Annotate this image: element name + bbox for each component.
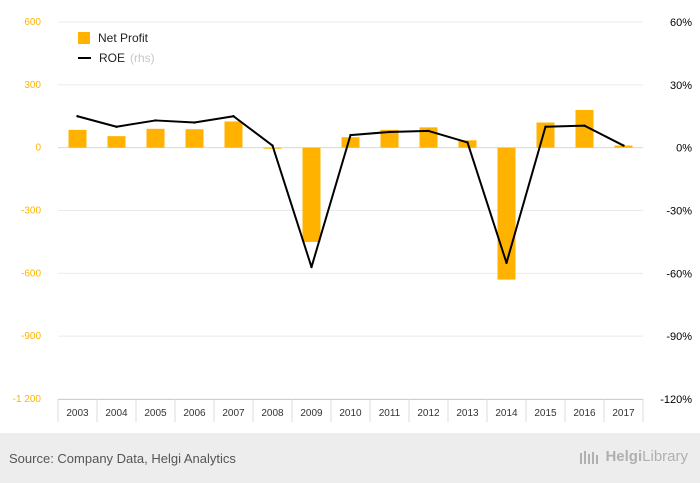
right-tick-label: -30%: [666, 206, 692, 218]
bar-net-profit[interactable]: [68, 129, 87, 148]
roe-point[interactable]: [154, 119, 157, 122]
left-tick-label: 600: [24, 17, 41, 28]
roe-point[interactable]: [193, 121, 196, 124]
right-tick-label: 30%: [670, 80, 692, 92]
right-tick-label: 60%: [670, 17, 692, 29]
roe-point[interactable]: [76, 115, 79, 118]
logo-text-library: Library: [642, 448, 688, 465]
roe-point[interactable]: [271, 144, 274, 147]
bar-net-profit[interactable]: [224, 121, 243, 148]
helgi-library-logo[interactable]: Helgi Library: [579, 448, 688, 465]
footer: Source: Company Data, Helgi Analytics He…: [0, 433, 700, 483]
legend-item-net-profit[interactable]: Net Profit: [78, 28, 155, 48]
x-tick-label: 2006: [183, 408, 206, 419]
x-tick-label: 2012: [417, 408, 440, 419]
legend-net-profit-label: Net Profit: [98, 31, 149, 45]
x-tick-label: 2017: [612, 408, 635, 419]
x-tick-label: 2015: [534, 408, 557, 419]
logo-text-helgi: Helgi: [605, 448, 643, 465]
x-tick-label: 2016: [573, 408, 596, 419]
legend-line-swatch: [78, 57, 91, 59]
legend-roe-label: ROE: [99, 51, 126, 65]
chart-svg: 600 300 0 -300 -600 -900 -1 200 60% 30% 0% -30% -6…: [13, 17, 692, 422]
x-tick-label: 2013: [456, 408, 479, 419]
bar-net-profit[interactable]: [380, 129, 399, 148]
legend-item-roe[interactable]: ROE (rhs): [78, 48, 155, 68]
right-axis-ticks: 60% 30% 0% -30% -60% -90% -120%: [660, 17, 692, 406]
roe-point[interactable]: [115, 125, 118, 128]
left-tick-label: -600: [21, 268, 41, 279]
bar-net-profit[interactable]: [575, 109, 594, 148]
bar-net-profit[interactable]: [146, 128, 165, 148]
legend-bar-swatch: [78, 32, 90, 44]
left-tick-label: -1 200: [13, 394, 42, 405]
roe-point[interactable]: [427, 129, 430, 133]
right-tick-label: -120%: [660, 394, 692, 406]
roe-point[interactable]: [349, 133, 352, 137]
roe-point[interactable]: [466, 141, 469, 144]
bar-net-profit[interactable]: [302, 147, 321, 242]
right-tick-label: -60%: [666, 268, 692, 280]
x-tick-label: 2007: [222, 408, 245, 419]
roe-point[interactable]: [388, 130, 391, 134]
x-tick-label: 2005: [144, 408, 167, 419]
roe-point[interactable]: [310, 265, 313, 269]
gridlines: [58, 21, 643, 400]
source-note: Source: Company Data, Helgi Analytics: [9, 451, 236, 466]
left-tick-label: -900: [21, 331, 41, 342]
roe-point[interactable]: [622, 144, 625, 147]
roe-line-layer: [76, 115, 625, 269]
right-tick-label: -90%: [666, 331, 692, 343]
left-tick-label: 0: [35, 143, 41, 154]
right-tick-label: 0%: [676, 143, 692, 155]
x-tick-label: 2011: [379, 408, 401, 419]
x-tick-label: 2008: [261, 408, 284, 419]
x-tick-label: 2014: [495, 408, 518, 419]
bar-net-profit[interactable]: [107, 136, 126, 148]
x-tick-label: 2009: [300, 408, 323, 419]
x-axis-ticks: 2003 2004 2005 2006 2007 2008 2009 2010 2011 2012…: [57, 399, 644, 422]
roe-point[interactable]: [505, 261, 508, 265]
legend-rhs-note: (rhs): [130, 51, 155, 65]
roe-point[interactable]: [544, 125, 547, 128]
library-icon: [580, 450, 599, 464]
roe-point[interactable]: [583, 124, 586, 127]
x-tick-label: 2004: [105, 408, 128, 419]
legend: Net Profit ROE (rhs): [78, 28, 155, 68]
left-tick-label: -300: [21, 206, 41, 217]
left-tick-label: 300: [24, 80, 41, 91]
roe-point[interactable]: [232, 115, 235, 118]
x-tick-label: 2003: [66, 408, 89, 419]
bar-net-profit[interactable]: [185, 129, 204, 148]
bar-net-profit[interactable]: [341, 137, 360, 148]
left-axis-ticks: 600 300 0 -300 -600 -900 -1 200: [13, 17, 42, 405]
x-tick-label: 2010: [339, 408, 362, 419]
